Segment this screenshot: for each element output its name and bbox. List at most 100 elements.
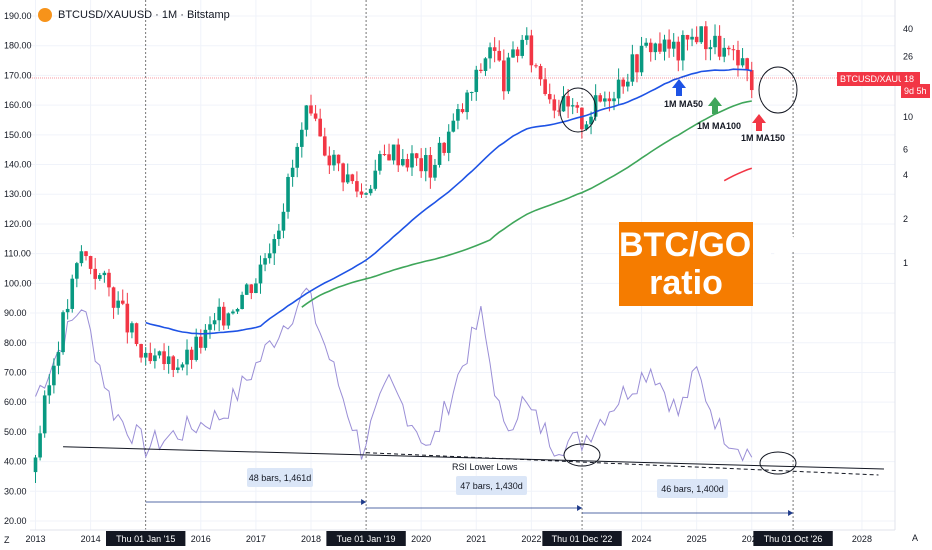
candle-body [194, 336, 199, 360]
candle-body [538, 66, 543, 80]
candle-body [497, 50, 502, 61]
candle-body [543, 79, 547, 95]
candle-body [580, 107, 584, 130]
candle-body [396, 144, 401, 166]
candle-body [699, 26, 704, 43]
candle-body [254, 283, 258, 294]
candle-body [419, 158, 423, 172]
candle-body [506, 57, 511, 92]
x-tick-label: 2021 [466, 534, 486, 544]
right-tick-label: 6 [903, 144, 908, 154]
candle-body [355, 181, 359, 192]
candle-body [332, 154, 336, 166]
candle-body [502, 60, 506, 92]
candle-body [616, 79, 621, 99]
candle-body [364, 193, 368, 195]
candle-body [139, 344, 143, 358]
candle-body [474, 69, 479, 93]
candle-body [171, 356, 176, 370]
candle-body [520, 39, 524, 56]
candle-body [368, 188, 373, 194]
candle-body [589, 116, 593, 125]
candle-body [359, 191, 364, 195]
candle-body [341, 163, 345, 183]
candle-body [442, 142, 446, 153]
candle-body [423, 155, 428, 172]
highlight-date-label: Tue 01 Jan '19 [337, 534, 396, 544]
candle-body [277, 230, 281, 240]
candle-body [212, 320, 217, 325]
candle-body [107, 272, 111, 288]
candle-body [483, 58, 488, 71]
left-tick-label: 50.00 [4, 427, 27, 437]
candle-body [88, 256, 93, 269]
circle-2022-low [559, 87, 597, 133]
candle-body [479, 69, 483, 71]
left-tick-label: 140.00 [4, 160, 32, 170]
price-tag-value: 18 [901, 72, 918, 86]
left-tick-label: 30.00 [4, 486, 27, 496]
candle-body [203, 329, 208, 348]
candle-body [300, 129, 304, 147]
rsi-line [35, 287, 753, 462]
candle-body [93, 268, 97, 279]
ma50-label: 1M MA50 [664, 99, 703, 109]
candle-body [446, 131, 451, 153]
candle-body [736, 49, 740, 66]
right-tick-label: 1 [903, 258, 908, 268]
candle-body [612, 98, 616, 102]
candle-body [52, 365, 56, 386]
candle-body [469, 92, 474, 94]
right-tick-label: 40 [903, 24, 913, 34]
candle-body [102, 272, 107, 276]
candle-body [437, 142, 442, 165]
x-tick-label: 2014 [81, 534, 101, 544]
x-tick-label: 2017 [246, 534, 266, 544]
candle-body [653, 43, 658, 53]
rsi-series [35, 287, 753, 462]
highlight-date-lines [145, 0, 794, 530]
candle-body [61, 312, 65, 353]
candle-body [566, 96, 570, 107]
candle-body [157, 351, 162, 356]
price-tag-symbol: BTCUSD/XAUUSD [837, 72, 921, 86]
candle-body [244, 284, 249, 295]
candle-body [603, 98, 607, 102]
left-tick-label: 180.00 [4, 41, 32, 51]
candle-body [267, 253, 272, 259]
arrow-up-icon [672, 79, 686, 96]
candle-body [84, 251, 88, 257]
candle-body [685, 34, 690, 40]
candle-body [111, 287, 116, 308]
candle-body [198, 336, 203, 348]
candle-body [694, 36, 699, 43]
candle-body [97, 275, 102, 279]
candle-body [648, 42, 653, 53]
x-tick-label: 2016 [191, 534, 211, 544]
candle-body [401, 159, 405, 166]
candle-body [162, 351, 166, 365]
candle-body [625, 81, 630, 87]
candle-body [226, 313, 231, 326]
left-tick-label: 20.00 [4, 516, 27, 526]
candle-body [722, 47, 727, 57]
left-tick-label: 190.00 [4, 11, 32, 21]
moving-averages [30, 68, 895, 335]
x-tick-label: 2025 [687, 534, 707, 544]
right-tick-label: 4 [903, 170, 908, 180]
candle-body [56, 352, 61, 366]
candle-body [410, 153, 414, 168]
candle-body [414, 153, 419, 159]
candle-body [304, 105, 309, 130]
circle-rsi-2022 [563, 443, 601, 467]
left-axis-z-label: Z [4, 535, 10, 545]
candle-body [488, 47, 492, 59]
candle-body [644, 42, 648, 46]
candle-body [621, 79, 625, 87]
candle-body [286, 176, 290, 212]
candle-body [570, 105, 575, 107]
candle-body [731, 49, 736, 51]
candle-body [405, 159, 410, 168]
measure-label: 47 bars, 1,430d [460, 481, 523, 491]
